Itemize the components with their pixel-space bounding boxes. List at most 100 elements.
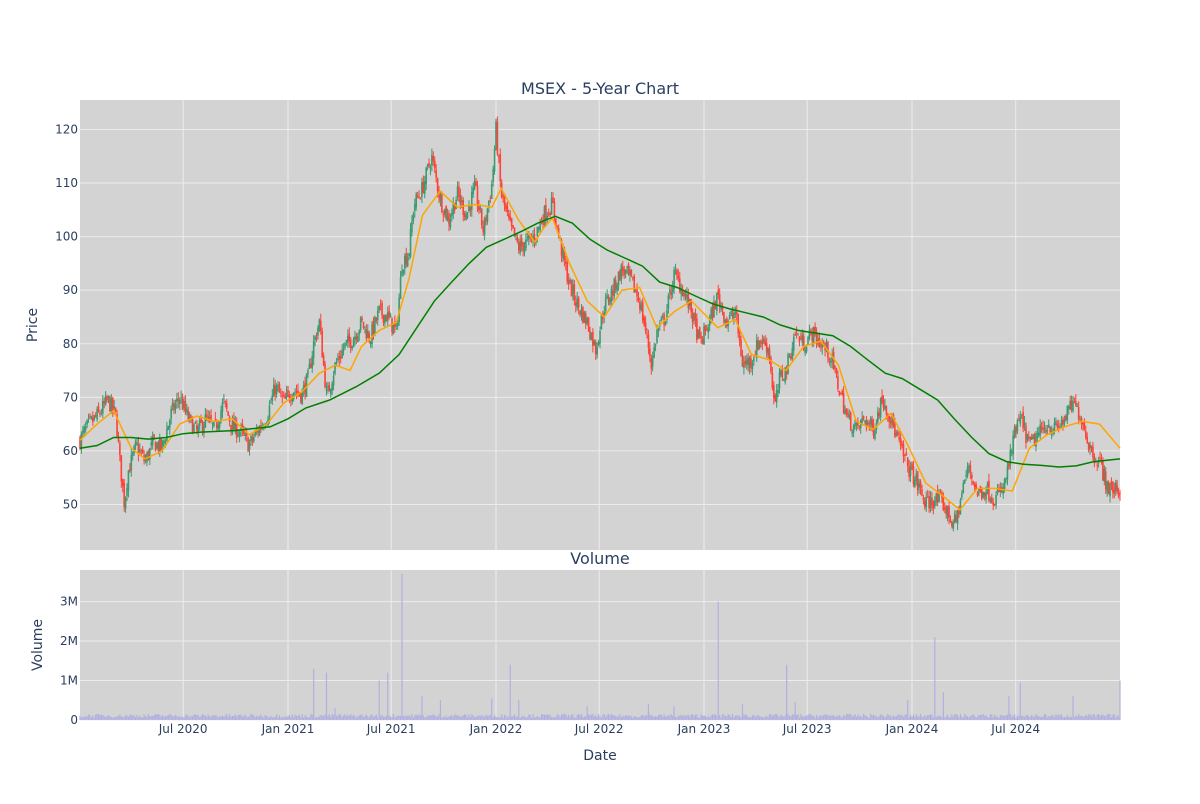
- volume-bar: [492, 717, 494, 720]
- candle-body: [832, 351, 835, 369]
- candle-body: [566, 262, 569, 282]
- x-tick-label: Jul 2021: [366, 722, 416, 736]
- candle-body: [134, 441, 137, 446]
- candle-body: [156, 443, 158, 449]
- candle-body: [1025, 425, 1027, 443]
- candlestick-series[interactable]: [79, 116, 1121, 532]
- volume-bar: [803, 716, 805, 720]
- candle-body: [594, 342, 597, 355]
- candle-body: [671, 286, 674, 293]
- candle-body: [113, 406, 115, 408]
- volume-bar: [367, 715, 369, 720]
- volume-bar-series[interactable]: [79, 573, 1121, 720]
- candle-body: [341, 349, 343, 358]
- volume-bar: [895, 716, 897, 720]
- candle-body: [874, 430, 876, 439]
- candle-body: [470, 192, 473, 211]
- candle-body: [1039, 424, 1042, 436]
- candle-body: [1019, 416, 1022, 424]
- volume-bar: [221, 715, 224, 720]
- volume-bar: [327, 715, 329, 720]
- candle-body: [526, 236, 529, 238]
- candle-body: [958, 510, 960, 514]
- candle-body: [787, 354, 789, 375]
- candle-body: [728, 315, 731, 320]
- volume-bar: [303, 717, 305, 720]
- candle-body: [362, 321, 365, 328]
- volume-bar: [844, 716, 846, 720]
- volume-bar: [391, 717, 393, 720]
- volume-bar: [210, 716, 212, 720]
- volume-bar: [172, 716, 174, 720]
- volume-bar: [777, 715, 779, 720]
- candle-body: [462, 200, 465, 215]
- candle-body: [190, 416, 192, 418]
- candle-body: [436, 178, 439, 192]
- candle-body: [164, 440, 167, 444]
- moving-average-long-line[interactable]: [79, 215, 1121, 468]
- volume-bar: [888, 715, 890, 720]
- price-y-tick-label: 100: [55, 230, 78, 244]
- candle-body: [466, 212, 469, 218]
- volume-bar: [207, 714, 209, 720]
- candle-body: [609, 299, 611, 305]
- volume-plot-area[interactable]: [80, 570, 1120, 720]
- volume-bar: [737, 715, 739, 720]
- volume-bar: [720, 717, 722, 720]
- volume-bar: [402, 715, 404, 720]
- volume-bar: [706, 717, 708, 720]
- volume-bar: [833, 715, 835, 720]
- candle-body: [983, 492, 986, 497]
- volume-bar: [766, 716, 768, 720]
- volume-bar: [952, 716, 954, 720]
- candle-body: [104, 396, 107, 405]
- candle-body: [1099, 458, 1101, 460]
- volume-bar: [823, 715, 825, 720]
- candle-body: [465, 215, 467, 221]
- candle-body: [831, 355, 834, 362]
- candle-body: [700, 336, 702, 339]
- volume-bar: [291, 714, 293, 720]
- volume-bar: [1053, 716, 1056, 720]
- volume-bar: [130, 714, 132, 720]
- candle-body: [488, 200, 490, 208]
- price-plot-area[interactable]: [80, 100, 1120, 550]
- volume-bar: [750, 716, 752, 720]
- volume-bar: [974, 715, 976, 720]
- candle-body: [884, 405, 886, 409]
- candle-body: [483, 218, 486, 235]
- volume-bar: [176, 715, 178, 720]
- candle-body: [651, 356, 654, 367]
- candle-body: [764, 340, 767, 346]
- candle-body: [969, 464, 972, 473]
- price-y-tick-label: 110: [55, 176, 78, 190]
- x-tick-label: Jul 2022: [574, 722, 624, 736]
- volume-bar: [518, 700, 520, 720]
- candle-body: [512, 225, 514, 229]
- candle-body: [731, 313, 734, 317]
- candle-body: [865, 419, 868, 427]
- candle-body: [943, 507, 946, 510]
- candle-body: [294, 391, 296, 393]
- candle-body: [506, 206, 509, 213]
- volume-bar: [852, 715, 855, 720]
- volume-bar: [590, 714, 593, 720]
- candle-body: [669, 289, 671, 293]
- volume-bar: [556, 714, 558, 720]
- volume-bar: [965, 715, 967, 720]
- volume-bar: [569, 716, 571, 720]
- volume-bar: [811, 715, 813, 720]
- candle-body: [349, 339, 352, 349]
- candle-body: [411, 221, 413, 233]
- volume-bar: [311, 714, 313, 720]
- candle-body: [861, 417, 863, 423]
- price-y-tick-label: 60: [63, 444, 78, 458]
- candle-body: [213, 420, 215, 427]
- candle-body: [191, 419, 194, 434]
- moving-average-short-line[interactable]: [79, 186, 1121, 511]
- candle-body: [801, 334, 804, 343]
- candle-body: [284, 395, 286, 399]
- volume-bar: [861, 716, 863, 720]
- volume-bar: [408, 715, 410, 720]
- candle-body: [379, 304, 382, 306]
